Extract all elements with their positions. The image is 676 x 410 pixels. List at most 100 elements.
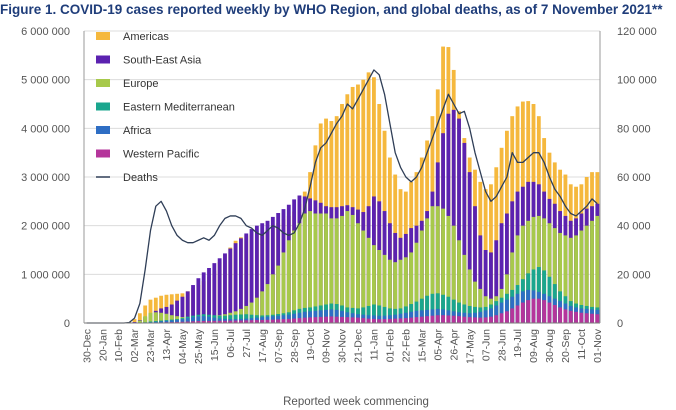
bar-segment xyxy=(568,237,573,323)
bar-segment xyxy=(265,284,270,323)
bar-segment xyxy=(510,308,515,323)
bar-segment xyxy=(244,320,249,323)
bar-segment xyxy=(552,228,557,323)
bar-segment xyxy=(457,118,461,323)
x-tick-label: 20-Jan xyxy=(97,329,109,361)
bar-segment xyxy=(254,297,259,323)
bar-segment xyxy=(377,319,382,323)
bar-segment xyxy=(499,313,504,323)
bar-segment xyxy=(350,317,355,323)
bar-segment xyxy=(180,321,185,323)
bar-segment xyxy=(286,318,291,323)
bar-segment xyxy=(510,252,515,323)
bar-segment xyxy=(393,318,398,323)
y-tick-label-left: 2 000 000 xyxy=(21,221,70,233)
bar-segment xyxy=(302,213,307,323)
bar-segment xyxy=(462,142,467,323)
y-tick-label-left: 4 000 000 xyxy=(21,123,70,135)
bar-segment xyxy=(435,293,440,323)
bar-segment xyxy=(318,316,323,323)
bar-segment xyxy=(398,318,403,323)
y-tick-label-right: 40 000 xyxy=(617,221,651,233)
bar-segment xyxy=(590,313,594,323)
bar-segment xyxy=(153,312,158,323)
bar-segment xyxy=(441,294,445,323)
bar-segment xyxy=(403,257,408,323)
chart-title: Figure 1. COVID-19 cases reported weekly… xyxy=(0,2,663,17)
bar-segment xyxy=(595,215,600,323)
bar-segment xyxy=(467,172,472,323)
bar-segment xyxy=(223,253,227,323)
bar-segment xyxy=(329,218,334,323)
bar-segment xyxy=(595,314,600,323)
bar-segment xyxy=(313,317,318,323)
x-tick-label: 17-May xyxy=(464,328,476,364)
bar-segment xyxy=(584,313,589,323)
bar-segment xyxy=(297,223,302,323)
x-tick-label: 26-Apr xyxy=(448,328,460,360)
x-tick-label: 09-Aug xyxy=(528,329,540,363)
bar-segment xyxy=(430,315,435,323)
y-tick-label-right: 20 000 xyxy=(617,269,651,281)
bar-segment xyxy=(409,311,414,323)
bar-segment xyxy=(531,298,536,323)
bar-segment xyxy=(387,259,392,323)
bar-stacks xyxy=(127,46,600,324)
x-tick-label: 17-Aug xyxy=(257,329,269,363)
bar-segment xyxy=(340,316,344,323)
bar-segment xyxy=(451,109,456,323)
bar-segment xyxy=(446,215,451,323)
bar-segment xyxy=(169,304,174,323)
y-tick-label-left: 6 000 000 xyxy=(21,26,70,38)
bar-segment xyxy=(191,285,195,323)
bar-segment xyxy=(414,242,419,323)
x-tick-label: 07-Sep xyxy=(273,329,285,363)
bar-segment xyxy=(308,311,312,323)
bar-segment xyxy=(345,317,350,323)
bar-segment xyxy=(318,310,323,323)
bar-segment xyxy=(403,318,408,323)
axes: 0 0 1 000 000 20 000 2 000 000 40 000 3 000 00… xyxy=(21,26,657,364)
bar-segment xyxy=(398,313,403,323)
bar-segment xyxy=(499,223,504,323)
bar-segment xyxy=(361,318,366,323)
bar-segment xyxy=(462,254,467,323)
bar-segment xyxy=(180,319,185,323)
bar-segment xyxy=(372,304,376,323)
bar-segment xyxy=(239,238,243,323)
bar-segment xyxy=(292,313,297,323)
bar-segment xyxy=(494,305,499,323)
bar-segment xyxy=(276,319,281,323)
y-tick-label-right: 120 000 xyxy=(617,26,657,38)
bar-segment xyxy=(148,312,153,323)
bar-segment xyxy=(228,248,233,323)
bar-segment xyxy=(499,302,504,323)
bar-segment xyxy=(361,230,366,323)
bar-segment xyxy=(207,320,211,323)
y-tick-label-right: 0 xyxy=(617,318,623,330)
y-tick-label-left: 1 000 000 xyxy=(21,269,70,281)
legend-label: Deaths xyxy=(123,172,158,184)
bar-segment xyxy=(393,262,398,323)
bar-segment xyxy=(276,265,281,323)
bar-segment xyxy=(340,215,344,323)
bar-segment xyxy=(356,84,360,324)
bar-segment xyxy=(425,316,430,323)
bar-segment xyxy=(175,300,180,323)
y-tick-label-right: 80 000 xyxy=(617,123,651,135)
bar-segment xyxy=(451,225,456,323)
bar-segment xyxy=(345,211,350,323)
bar-segment xyxy=(568,310,573,323)
bar-segment xyxy=(398,259,403,323)
x-tick-label: 30-Aug xyxy=(544,329,556,363)
bar-segment xyxy=(372,245,376,323)
bar-segment xyxy=(175,319,180,323)
bar-segment xyxy=(281,319,286,323)
bar-segment xyxy=(473,206,477,323)
bar-segment xyxy=(292,318,297,323)
bar-segment xyxy=(228,320,233,323)
legend-label: Western Pacific xyxy=(123,149,200,161)
bar-segment xyxy=(382,254,387,323)
bar-segment xyxy=(462,316,467,323)
bar-segment xyxy=(175,321,180,323)
